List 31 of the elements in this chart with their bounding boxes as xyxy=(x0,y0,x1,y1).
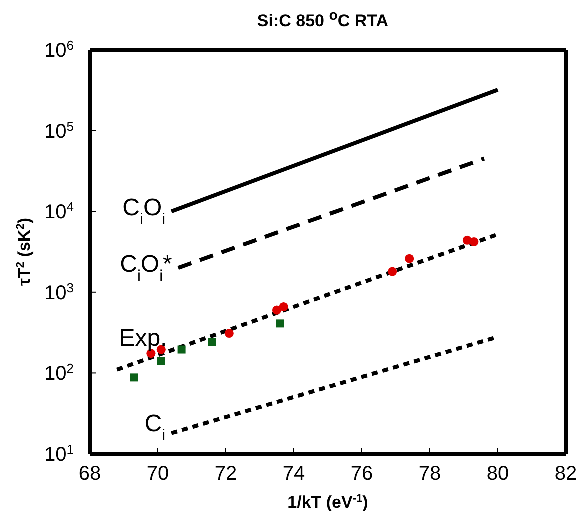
point xyxy=(388,267,398,276)
y-tick-label: 10$^{1}$ xyxy=(44,442,74,466)
x-tick-label: 74 xyxy=(282,463,306,485)
y-tick-label: 10$^{3}$ xyxy=(44,280,74,304)
y-tick-label: 10$^{4}$ xyxy=(44,199,74,224)
x-tick-label: 68 xyxy=(78,463,102,485)
x-tick-label: 80 xyxy=(486,463,510,485)
point xyxy=(276,320,284,328)
series-label: C$_{i}$ xyxy=(144,410,166,444)
point xyxy=(157,357,166,366)
point xyxy=(279,302,288,312)
series-label: Exp. xyxy=(119,324,168,352)
y-tick-label: 10$^{5}$ xyxy=(44,118,74,143)
x-tick-label: 70 xyxy=(146,463,170,485)
point xyxy=(208,338,216,346)
x-tick-label: 82 xyxy=(554,463,578,485)
point xyxy=(272,306,282,315)
point xyxy=(178,346,186,354)
x-tick-label: 76 xyxy=(350,463,374,485)
point xyxy=(130,374,138,382)
y-tick-label: 10$^{2}$ xyxy=(44,360,74,386)
series-label: C$_{i}$O$_{i}$* xyxy=(120,251,172,285)
point xyxy=(224,328,234,338)
point xyxy=(470,238,479,247)
chart-title: Si:C 850 $^{o}$C RTA xyxy=(256,8,390,33)
x-axis-title: 1/kT (eV$^{-1}$) xyxy=(288,493,368,512)
x-tick-label: 72 xyxy=(214,463,238,485)
point xyxy=(405,254,414,264)
series-label: C$_{i}$O$_{i}$ xyxy=(122,194,166,228)
y-tick-label: 10$^{6}$ xyxy=(44,38,74,62)
x-tick-label: 78 xyxy=(418,463,442,485)
